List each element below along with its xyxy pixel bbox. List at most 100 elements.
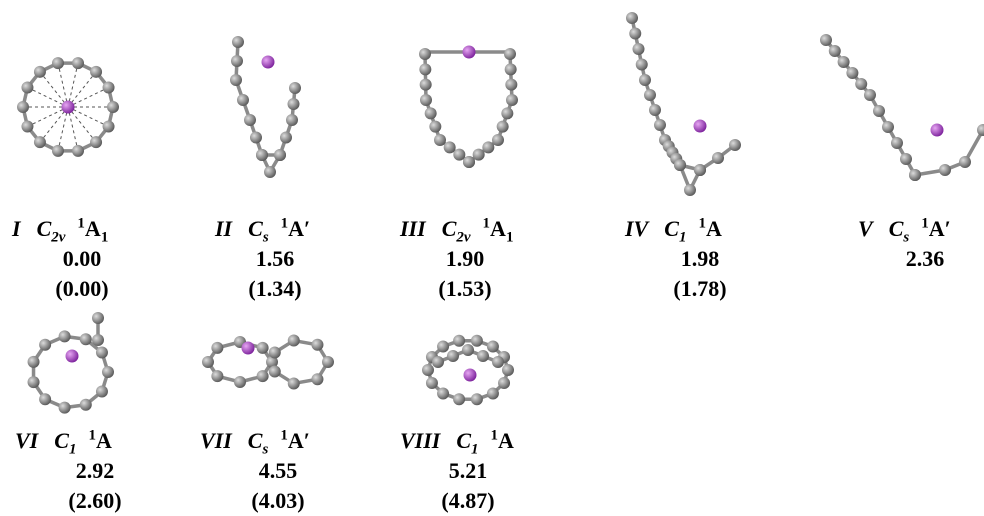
sodium-atom bbox=[62, 101, 75, 114]
carbon-atom bbox=[504, 48, 516, 60]
carbon-atom bbox=[280, 132, 292, 144]
carbon-atom bbox=[422, 364, 434, 376]
sodium-atom bbox=[694, 120, 707, 133]
carbon-atom bbox=[288, 98, 300, 110]
carbon-atom bbox=[232, 36, 244, 48]
carbon-atom bbox=[712, 152, 724, 164]
point-group: C1 bbox=[664, 216, 686, 241]
carbon-atom bbox=[256, 149, 268, 161]
carbon-atom bbox=[882, 121, 894, 133]
state-base: A bbox=[498, 428, 514, 453]
carbon-atom bbox=[202, 356, 214, 368]
carbon-atom bbox=[257, 370, 269, 382]
carbon-atom bbox=[96, 385, 108, 397]
relative-energy: 0.00 bbox=[63, 246, 102, 272]
carbon-atom bbox=[977, 124, 984, 136]
state-sub: 1 bbox=[506, 230, 514, 246]
carbon-atom bbox=[492, 356, 504, 368]
carbon-atom bbox=[684, 184, 696, 196]
carbon-atom bbox=[288, 335, 300, 347]
carbon-atom bbox=[52, 57, 64, 69]
carbon-atom bbox=[864, 89, 876, 101]
point-group-sub: 2v bbox=[51, 230, 65, 246]
carbon-atom bbox=[34, 136, 46, 148]
carbon-atom bbox=[453, 149, 465, 161]
carbon-atom bbox=[237, 94, 249, 106]
relative-energy: 4.55 bbox=[259, 458, 298, 484]
carbon-atom bbox=[72, 145, 84, 157]
isomer-number: I bbox=[12, 216, 21, 241]
point-group: Cs bbox=[248, 428, 269, 453]
carbon-atom bbox=[846, 67, 858, 79]
carbon-atom bbox=[230, 74, 242, 86]
carbon-atom bbox=[286, 114, 298, 126]
state-base: A bbox=[490, 216, 506, 241]
relative-energy: 5.21 bbox=[449, 458, 488, 484]
point-group-sub: s bbox=[263, 230, 269, 246]
point-group-base: C bbox=[248, 428, 263, 453]
point-group-base: C bbox=[54, 428, 69, 453]
relative-energy-alt: (4.03) bbox=[251, 488, 304, 514]
carbon-atom bbox=[447, 350, 459, 362]
carbon-atom bbox=[654, 119, 666, 131]
carbon-atom bbox=[250, 132, 262, 144]
carbon-atom bbox=[463, 156, 475, 168]
carbon-atom bbox=[244, 114, 256, 126]
relative-energy: 2.36 bbox=[906, 246, 945, 272]
carbon-atom bbox=[211, 370, 223, 382]
carbon-atom bbox=[102, 366, 114, 378]
carbon-atom bbox=[471, 335, 483, 347]
isomer-number: VII bbox=[200, 428, 232, 453]
dashed-bond bbox=[27, 107, 68, 127]
carbon-atom bbox=[28, 356, 40, 368]
carbon-atom bbox=[92, 312, 104, 324]
point-group-base: C bbox=[248, 216, 263, 241]
point-group-sub: 2v bbox=[456, 230, 470, 246]
carbon-atom bbox=[437, 341, 449, 353]
point-group-sub: 1 bbox=[471, 442, 479, 458]
carbon-atom bbox=[729, 139, 741, 151]
isomer-label: VCs1A′ bbox=[858, 216, 951, 247]
carbon-atom bbox=[505, 63, 517, 75]
carbon-atom bbox=[694, 164, 706, 176]
electronic-state: 1A1 bbox=[77, 216, 108, 241]
relative-energy: 1.90 bbox=[446, 246, 485, 272]
carbon-atom bbox=[322, 356, 334, 368]
carbon-atom bbox=[311, 373, 323, 385]
carbon-atom bbox=[432, 356, 444, 368]
carbon-atom bbox=[649, 104, 661, 116]
point-group-base: C bbox=[889, 216, 904, 241]
carbon-atom bbox=[453, 335, 465, 347]
point-group: C2v bbox=[442, 216, 471, 241]
carbon-atom bbox=[939, 164, 951, 176]
point-group: Cs bbox=[248, 216, 269, 241]
state-multiplicity: 1 bbox=[921, 216, 929, 232]
carbon-atom bbox=[92, 334, 104, 346]
relative-energy-alt: (2.60) bbox=[68, 488, 121, 514]
carbon-atom bbox=[103, 121, 115, 133]
carbon-atom bbox=[453, 393, 465, 405]
isomer-number: II bbox=[215, 216, 232, 241]
point-group-sub: 1 bbox=[679, 230, 687, 246]
dashed-bond bbox=[68, 107, 109, 127]
dashed-bond bbox=[68, 87, 109, 107]
point-group: C1 bbox=[456, 428, 478, 453]
sodium-atom bbox=[66, 350, 79, 363]
carbon-atom bbox=[636, 59, 648, 71]
relative-energy-alt: (1.78) bbox=[673, 276, 726, 302]
sodium-atom bbox=[931, 124, 944, 137]
carbon-atom bbox=[269, 366, 281, 378]
carbon-atom bbox=[426, 377, 438, 389]
state-base: A bbox=[96, 428, 112, 453]
carbon-atom bbox=[274, 149, 286, 161]
electronic-state: 1A1 bbox=[483, 216, 514, 241]
carbon-atom bbox=[264, 166, 276, 178]
point-group-base: C bbox=[442, 216, 457, 241]
carbon-atom bbox=[900, 153, 912, 165]
carbon-atom bbox=[462, 344, 474, 356]
state-base: A′ bbox=[288, 428, 310, 453]
electronic-state: 1A′ bbox=[921, 216, 951, 241]
